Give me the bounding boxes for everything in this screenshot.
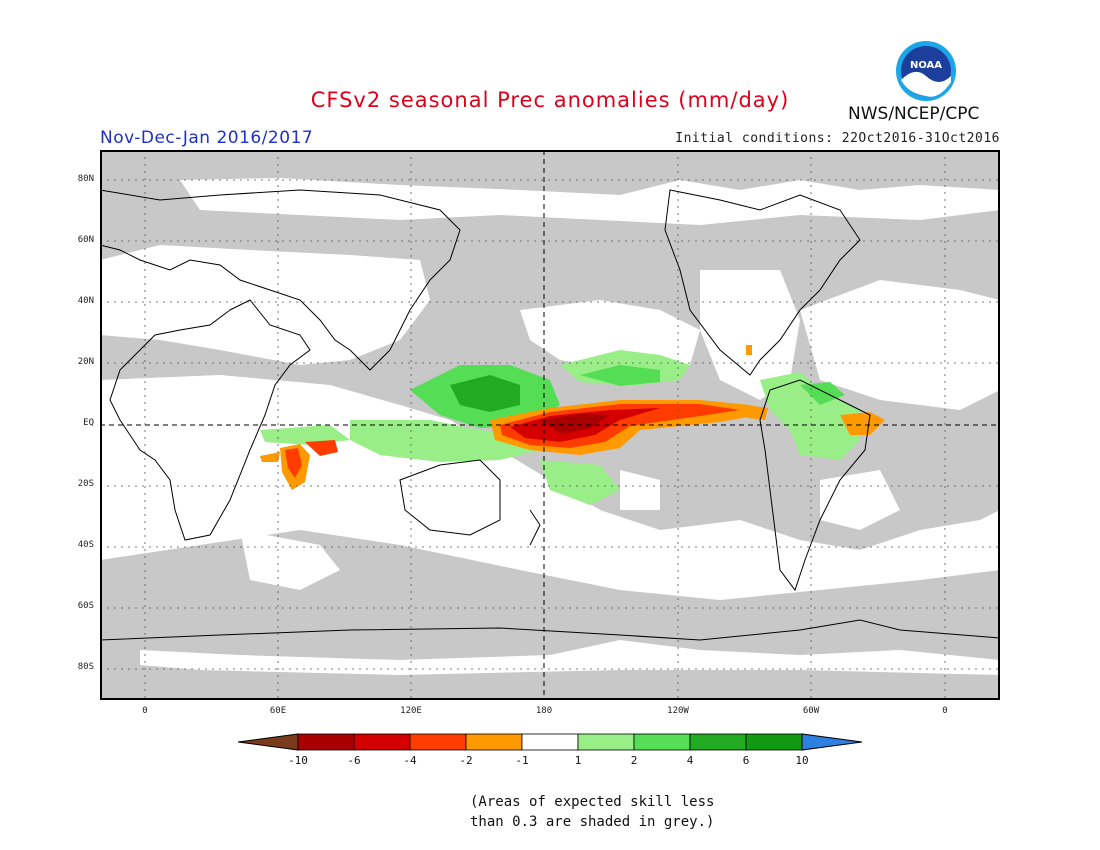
brazil-dry [840, 412, 885, 435]
latitude-label: 20S [77, 479, 94, 489]
skill-note: (Areas of expected skill less than 0.3 a… [470, 792, 714, 832]
south-america-outline [759, 379, 871, 592]
south-america-wet [760, 372, 860, 460]
colorbar-tick-label: -6 [347, 754, 361, 767]
skill-note-line1: (Areas of expected skill less [470, 794, 715, 810]
anomaly-fields [260, 345, 885, 505]
skill-note-line2: than 0.3 are shaded in grey.) [470, 814, 715, 830]
latitude-label: 80S [77, 662, 94, 672]
colorbar-segment [689, 733, 747, 751]
agency-label: NWS/NCEP/CPC [848, 104, 980, 124]
colorbar-segment [465, 733, 523, 751]
central-pacific-wet-core [540, 414, 610, 434]
indian-ocean-dry [285, 448, 302, 478]
latitude-label: 80N [77, 174, 94, 184]
new-zealand-outline [529, 509, 541, 546]
latitude-label: 60N [77, 235, 94, 245]
colorbar-right-arrow [801, 733, 862, 751]
longitude-label: 120W [667, 706, 689, 716]
colorbar-tick-label: -1 [515, 754, 529, 767]
noaa-logo-text: NOAA [910, 60, 942, 71]
latitude-label: 40S [77, 540, 94, 550]
eurasia-outline [100, 189, 461, 371]
colorbar-tick-label: -4 [403, 754, 417, 767]
longitude-label: 0 [142, 706, 148, 716]
colorbar-tick-label: 6 [742, 754, 750, 767]
initial-conditions: Initial conditions: 22Oct2016-31Oct2016 [675, 131, 1000, 146]
world-precip-anomaly-map [100, 150, 1000, 700]
latitude-label: 20N [77, 357, 94, 367]
antarctica-outline [100, 619, 1000, 641]
colorbar-segment [521, 733, 579, 751]
colorbar-tick-label: 2 [630, 754, 638, 767]
colorbar-tick-label: -2 [459, 754, 473, 767]
longitude-label: 120E [400, 706, 422, 716]
colorbar-segment [577, 733, 635, 751]
colorbar-segment [297, 733, 355, 751]
latitude-label: 40N [77, 296, 94, 306]
map-title: CFSv2 seasonal Prec anomalies (mm/day) [310, 88, 790, 112]
latitude-label: 60S [77, 601, 94, 611]
australia-outline [399, 459, 501, 536]
map-frame [100, 150, 1000, 700]
colorbar-segment [633, 733, 691, 751]
colorbar-tick-label: 4 [686, 754, 694, 767]
north-america-outline [664, 189, 861, 376]
latitude-label: EQ [83, 418, 94, 428]
africa-outline [109, 299, 311, 541]
longitude-label: 60E [269, 706, 287, 716]
colorbar-tick-label: 1 [574, 754, 582, 767]
coastlines [100, 189, 1000, 641]
graticule [100, 150, 1000, 700]
forecast-period: Nov-Dec-Jan 2016/2017 [100, 128, 314, 148]
colorbar-segment [409, 733, 467, 751]
colorbar-segment [353, 733, 411, 751]
longitude-label: 60W [802, 706, 820, 716]
longitude-label: 0 [942, 706, 948, 716]
colorbar-segment [745, 733, 803, 751]
colorbar-tick-label: -10 [288, 754, 308, 767]
colorbar-left-arrow [238, 733, 299, 751]
colorbar-tick-label: 10 [795, 754, 809, 767]
colorbar [238, 733, 862, 751]
noaa-logo-icon: NOAA [896, 41, 956, 101]
longitude-label: 180 [535, 706, 553, 716]
